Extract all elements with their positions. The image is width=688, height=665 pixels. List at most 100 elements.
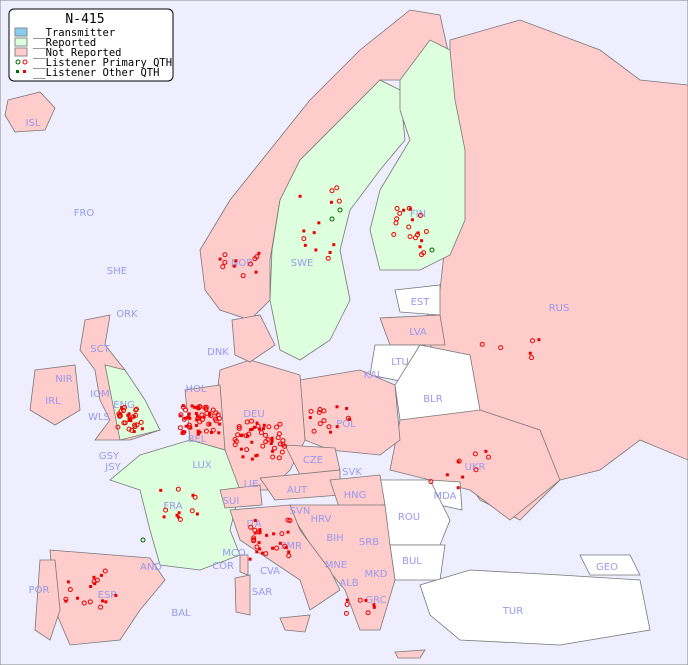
listener-primary-qth: [118, 408, 124, 414]
listener-other-qth: [184, 424, 188, 428]
listener-other-qth: [250, 440, 254, 444]
listener-primary-qth: [240, 273, 246, 279]
listener-other-qth: [234, 259, 238, 263]
listener-primary-qth: [129, 427, 135, 433]
listener-primary-qth: [236, 424, 242, 430]
listener-other-qth: [372, 603, 376, 607]
listener-primary-qth: [235, 432, 241, 438]
listener-primary-qth: [329, 188, 335, 194]
listener-primary-qth: [428, 479, 434, 485]
listener-other-qth: [335, 425, 339, 429]
listener-other-qth: [187, 415, 191, 419]
listener-primary-qth: [115, 424, 121, 430]
country-label-nor: NOR: [231, 258, 253, 269]
listener-primary-qth: [343, 610, 349, 616]
listener-primary-qth: [406, 224, 412, 230]
region-cor: [239, 554, 249, 576]
region-geo: [579, 554, 641, 576]
country-label-svk: SVK: [342, 467, 362, 478]
listener-primary-qth: [202, 405, 208, 411]
listener-other-qth: [328, 251, 332, 255]
listener-primary-qth: [274, 424, 280, 430]
legend-box: [8, 8, 174, 82]
listener-other-qth: [335, 405, 339, 409]
listener-other-qth: [262, 423, 266, 427]
listener-primary-qth-reported: [140, 537, 146, 543]
country-label-irl: IRL: [45, 396, 61, 407]
region-sui: [219, 484, 263, 509]
region-sicily: [279, 614, 311, 633]
listener-other-qth: [240, 433, 244, 437]
listener-other-qth: [265, 533, 269, 537]
listener-primary-qth: [394, 206, 400, 212]
country-label-bul: BUL: [402, 556, 422, 567]
listener-other-qth: [461, 475, 465, 479]
listener-primary-qth: [529, 338, 535, 344]
listener-other-qth: [345, 407, 349, 411]
listener-primary-qth-reported: [337, 207, 343, 213]
listener-other-qth: [348, 417, 352, 421]
listener-primary-qth: [321, 418, 327, 424]
legend-label-transmitter: __Transmitter: [33, 27, 115, 39]
listener-primary-qth: [423, 229, 429, 235]
country-label-sui: SUI: [223, 496, 240, 507]
listener-other-qth: [287, 550, 291, 554]
listener-primary-qth: [472, 451, 478, 457]
listener-primary-qth: [277, 421, 283, 427]
listener-other-qth: [418, 245, 422, 249]
listener-primary-qth: [222, 252, 228, 258]
country-label-ltu: LTU: [391, 357, 409, 368]
listener-other-qth: [89, 585, 93, 589]
listener-primary-qth: [246, 431, 252, 437]
listener-other-qth: [208, 422, 212, 426]
listener-other-qth: [191, 493, 195, 497]
listener-primary-qth: [122, 405, 128, 411]
listener-primary-qth: [251, 537, 257, 543]
country-label-jsy: JSY: [104, 462, 121, 473]
listener-primary-qth: [102, 568, 108, 574]
listener-primary-qth: [189, 508, 195, 514]
listener-other-qth: [270, 436, 274, 440]
listener-other-qth: [180, 431, 184, 435]
country-label-geo: GEO: [596, 562, 618, 573]
country-label-cva: CVA: [260, 566, 280, 577]
listener-primary-qth: [199, 412, 205, 418]
legend-swatch-reported: [14, 37, 28, 47]
listener-other-qth: [127, 418, 131, 422]
country-label-lie: LIE: [244, 479, 259, 490]
listener-primary-qth: [121, 408, 127, 414]
listener-other-qth: [190, 404, 194, 408]
listener-primary-qth: [528, 355, 534, 361]
listener-other-qth: [92, 575, 96, 579]
country-label-bih: BIH: [326, 533, 343, 544]
listener-primary-qth: [270, 454, 276, 460]
listener-other-qth: [104, 600, 108, 604]
listener-primary-qth: [254, 254, 260, 260]
listener-other-qth: [126, 413, 130, 417]
listener-other-qth: [345, 598, 349, 602]
region-ukr: [389, 409, 561, 521]
listener-primary-qth: [394, 216, 400, 222]
region-fra: [109, 439, 241, 571]
listener-primary-qth: [192, 494, 198, 500]
listener-other-qth: [332, 243, 336, 247]
listener-other-qth: [258, 528, 262, 532]
listener-primary-qth: [406, 205, 412, 211]
listener-other-qth: [302, 229, 306, 233]
listener-other-qth: [329, 430, 333, 434]
country-label-hol: HOL: [186, 384, 207, 395]
listener-primary-qth: [236, 425, 242, 431]
listener-primary-qth: [479, 341, 485, 347]
listener-other-qth: [250, 457, 254, 461]
listener-other-qth: [202, 415, 206, 419]
listener-primary-qth: [391, 231, 397, 237]
listener-primary-qth: [232, 436, 238, 442]
listener-other-qth: [129, 419, 133, 423]
listener-other-qth: [194, 423, 198, 427]
listener-primary-qth: [282, 543, 288, 549]
listener-other-qth: [196, 429, 200, 433]
listener-primary-qth: [421, 250, 427, 256]
country-label-hrv: HRV: [311, 514, 332, 525]
country-label-svn: SVN: [290, 506, 311, 517]
listener-other-qth: [255, 421, 259, 425]
